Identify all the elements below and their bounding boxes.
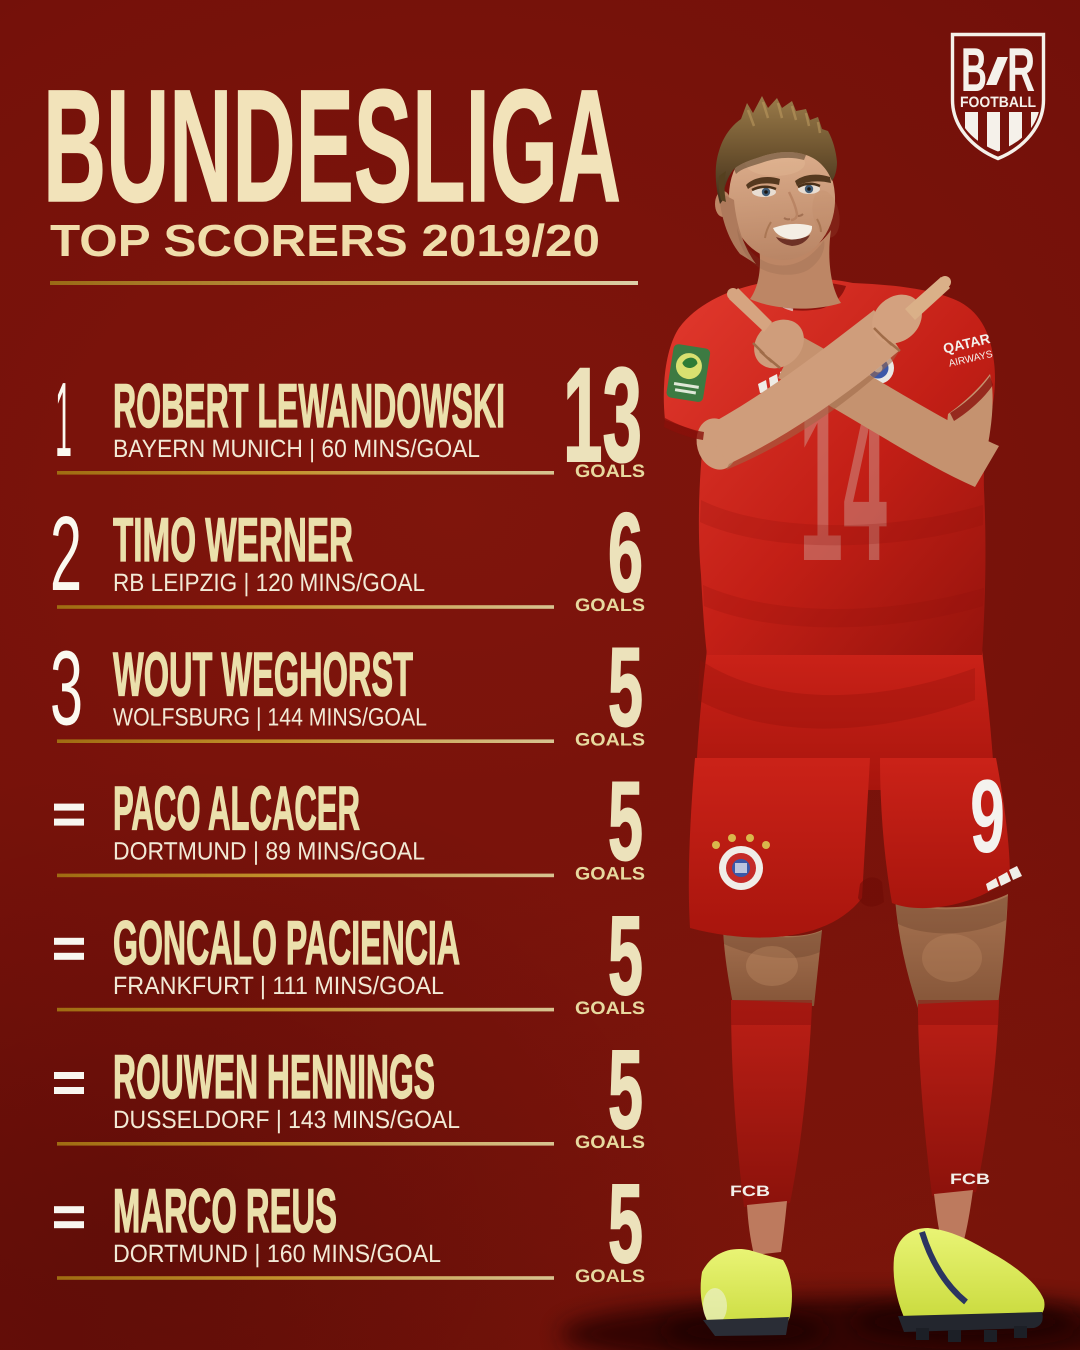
svg-text:RB LEIPZIG | 120 MINS/GOAL: RB LEIPZIG | 120 MINS/GOAL bbox=[113, 569, 425, 597]
svg-text:TIMO WERNER: TIMO WERNER bbox=[113, 506, 353, 575]
svg-text:GOALS: GOALS bbox=[575, 1132, 645, 1152]
svg-text:5: 5 bbox=[608, 1027, 643, 1152]
svg-text:GOALS: GOALS bbox=[575, 461, 645, 481]
svg-text:1: 1 bbox=[55, 361, 72, 479]
svg-text:9: 9 bbox=[970, 759, 1005, 875]
svg-text:2: 2 bbox=[50, 495, 82, 613]
svg-text:PACO ALCACER: PACO ALCACER bbox=[113, 775, 360, 844]
svg-text:5: 5 bbox=[608, 893, 643, 1018]
svg-text:GONCALO PACIENCIA: GONCALO PACIENCIA bbox=[113, 909, 460, 978]
svg-text:5: 5 bbox=[608, 759, 643, 884]
svg-text:DUSSELDORF | 143 MINS/GOAL: DUSSELDORF | 143 MINS/GOAL bbox=[113, 1106, 460, 1134]
svg-text:ROBERT LEWANDOWSKI: ROBERT LEWANDOWSKI bbox=[113, 372, 505, 441]
svg-text:BUNDESLIGA: BUNDESLIGA bbox=[43, 56, 621, 235]
svg-text:MARCO REUS: MARCO REUS bbox=[113, 1177, 337, 1246]
svg-text:6: 6 bbox=[608, 490, 643, 615]
svg-text:WOLFSBURG | 144 MINS/GOAL: WOLFSBURG | 144 MINS/GOAL bbox=[113, 703, 427, 731]
svg-text:5: 5 bbox=[608, 624, 643, 749]
svg-text:GOALS: GOALS bbox=[575, 729, 645, 749]
svg-text:WOUT WEGHORST: WOUT WEGHORST bbox=[113, 640, 413, 709]
svg-text:GOALS: GOALS bbox=[575, 998, 645, 1018]
svg-text:BAYERN MUNICH | 60 MINS/GOAL: BAYERN MUNICH | 60 MINS/GOAL bbox=[113, 435, 480, 463]
svg-text:3: 3 bbox=[50, 629, 83, 747]
svg-text:GOALS: GOALS bbox=[575, 1266, 645, 1286]
svg-text:FCB: FCB bbox=[950, 1171, 990, 1188]
svg-text:TOP SCORERS 2019/20: TOP SCORERS 2019/20 bbox=[50, 215, 600, 266]
svg-text:GOALS: GOALS bbox=[575, 864, 645, 884]
svg-text:DORTMUND | 89 MINS/GOAL: DORTMUND | 89 MINS/GOAL bbox=[113, 838, 425, 866]
svg-text:FRANKFURT | 111 MINS/GOAL: FRANKFURT | 111 MINS/GOAL bbox=[113, 972, 444, 1000]
svg-text:5: 5 bbox=[608, 1161, 643, 1286]
svg-text:FOOTBALL: FOOTBALL bbox=[960, 94, 1036, 111]
svg-text:ROUWEN HENNINGS: ROUWEN HENNINGS bbox=[113, 1043, 435, 1112]
svg-text:13: 13 bbox=[563, 341, 642, 490]
svg-text:DORTMUND | 160 MINS/GOAL: DORTMUND | 160 MINS/GOAL bbox=[113, 1240, 441, 1268]
svg-text:B: B bbox=[961, 36, 987, 105]
svg-text:R: R bbox=[1007, 36, 1035, 105]
svg-text:GOALS: GOALS bbox=[575, 595, 645, 615]
svg-text:FCB: FCB bbox=[730, 1183, 770, 1200]
